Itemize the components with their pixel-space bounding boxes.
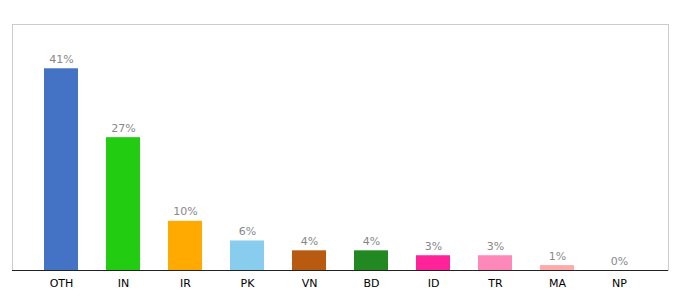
svg-text:TR: TR [487, 277, 503, 290]
svg-text:0%: 0% [611, 255, 628, 268]
svg-text:4%: 4% [301, 235, 318, 248]
svg-text:VN: VN [302, 277, 318, 290]
svg-text:MA: MA [549, 277, 566, 290]
svg-text:10%: 10% [173, 205, 197, 218]
svg-text:3%: 3% [487, 240, 504, 253]
svg-text:OTH: OTH [50, 277, 74, 290]
svg-text:BD: BD [363, 277, 379, 290]
svg-text:IN: IN [118, 277, 129, 290]
svg-text:41%: 41% [49, 53, 73, 66]
svg-text:PK: PK [241, 277, 256, 290]
svg-text:1%: 1% [549, 250, 566, 263]
svg-text:ID: ID [428, 277, 440, 290]
svg-text:IR: IR [180, 277, 191, 290]
svg-text:6%: 6% [239, 225, 256, 238]
svg-text:27%: 27% [111, 122, 135, 135]
svg-text:3%: 3% [425, 240, 442, 253]
svg-text:4%: 4% [363, 235, 380, 248]
svg-text:NP: NP [612, 277, 627, 290]
